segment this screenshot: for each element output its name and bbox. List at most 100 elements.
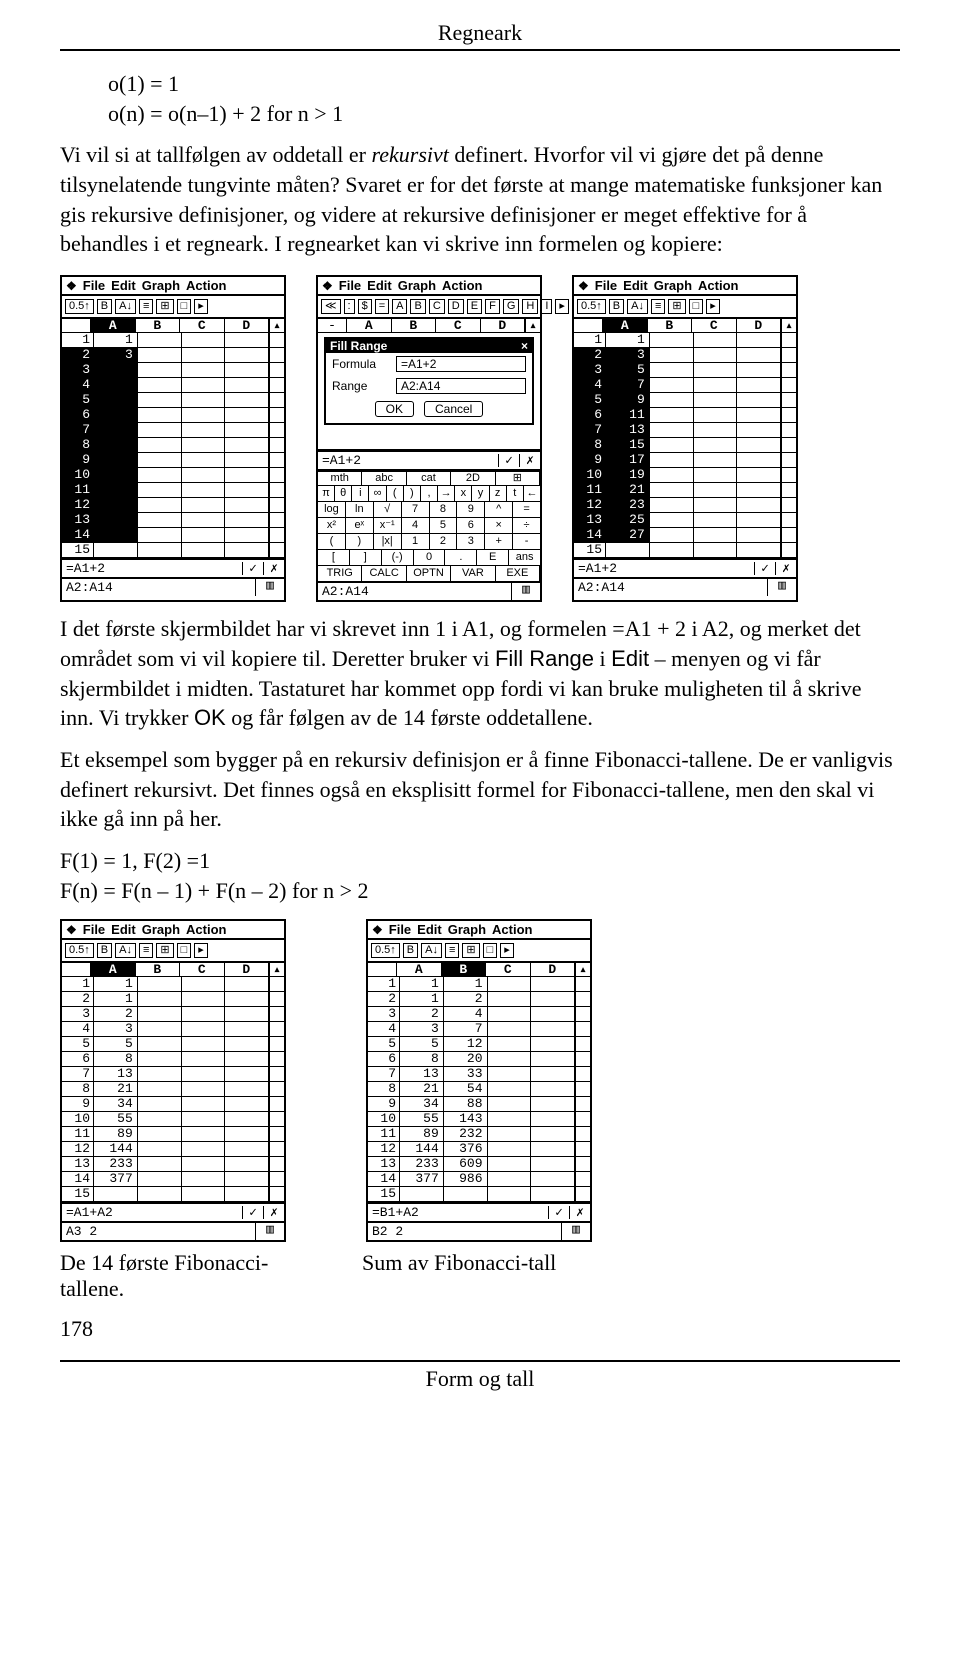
keypad-key[interactable]: θ [335, 486, 352, 501]
formula-cancel-icon[interactable]: ✗ [263, 562, 284, 575]
cell[interactable] [182, 543, 226, 557]
cell[interactable] [650, 438, 694, 452]
toolbar-button[interactable]: : [344, 299, 355, 314]
cell[interactable] [694, 468, 738, 482]
scroll-up-icon[interactable]: ▴ [269, 319, 284, 332]
cell[interactable] [694, 333, 738, 347]
scrollbar[interactable] [575, 1112, 590, 1126]
cell[interactable] [138, 977, 182, 991]
cell[interactable]: 21 [94, 1082, 138, 1096]
cell[interactable] [138, 483, 182, 497]
cell[interactable]: 4 [444, 1007, 488, 1021]
scroll-up-icon[interactable]: ▴ [269, 963, 284, 976]
keypad-key[interactable]: 4 [402, 518, 430, 533]
col-A[interactable]: A [347, 319, 392, 332]
col-A[interactable]: A [91, 963, 136, 976]
scrollbar[interactable] [269, 423, 284, 437]
keypad-key[interactable]: E [477, 550, 509, 565]
cell[interactable] [225, 513, 269, 527]
cell[interactable] [650, 498, 694, 512]
scrollbar[interactable] [269, 992, 284, 1006]
cell[interactable] [737, 528, 781, 542]
scrollbar[interactable] [575, 1067, 590, 1081]
col-A[interactable]: A [603, 319, 648, 332]
menu-edit[interactable]: Edit [623, 279, 648, 292]
keypad-key[interactable]: 2 [430, 534, 458, 549]
cell[interactable] [737, 453, 781, 467]
cell[interactable]: 3 [400, 1022, 444, 1036]
keypad-key[interactable]: 9 [457, 502, 485, 517]
cell[interactable] [94, 1187, 138, 1201]
cell[interactable] [488, 1007, 532, 1021]
scrollbar[interactable] [781, 468, 796, 482]
scrollbar[interactable] [269, 348, 284, 362]
cell[interactable] [531, 1022, 575, 1036]
cell[interactable]: 9 [606, 393, 650, 407]
scrollbar[interactable] [269, 1097, 284, 1111]
keypad-key[interactable]: 5 [430, 518, 458, 533]
keypad-key[interactable]: ( [387, 486, 404, 501]
cell[interactable] [531, 1142, 575, 1156]
keypad-key[interactable]: log [318, 502, 346, 517]
col-C[interactable]: C [180, 963, 225, 976]
keypad-key[interactable]: ) [404, 486, 421, 501]
keypad-key[interactable]: i [352, 486, 369, 501]
scrollbar[interactable] [781, 438, 796, 452]
cell[interactable] [737, 348, 781, 362]
cell[interactable]: 1 [94, 333, 138, 347]
cell[interactable] [225, 1112, 269, 1126]
cell[interactable] [694, 393, 738, 407]
cell[interactable]: 55 [400, 1112, 444, 1126]
cell[interactable]: 986 [444, 1172, 488, 1186]
scrollbar[interactable] [781, 363, 796, 377]
cell[interactable] [531, 1097, 575, 1111]
col-A[interactable]: A [91, 319, 136, 332]
menu-graph[interactable]: Graph [398, 279, 436, 292]
cell[interactable]: 3 [94, 348, 138, 362]
toolbar-button[interactable]: □ [177, 299, 192, 314]
edit-input[interactable]: =A1+2 [318, 452, 498, 469]
cell[interactable] [225, 1172, 269, 1186]
cell[interactable] [94, 438, 138, 452]
menu-action[interactable]: Action [186, 279, 226, 292]
cell[interactable] [488, 1187, 532, 1201]
cell[interactable] [400, 1187, 444, 1201]
cell[interactable]: 232 [444, 1127, 488, 1141]
toolbar-button[interactable]: □ [689, 299, 704, 314]
cell[interactable] [650, 453, 694, 467]
cell[interactable]: 21 [400, 1082, 444, 1096]
cell[interactable]: 233 [400, 1157, 444, 1171]
keypad-key[interactable]: ← [524, 486, 540, 501]
cell[interactable] [650, 378, 694, 392]
keypad-key[interactable]: → [438, 486, 455, 501]
cell[interactable]: 2 [94, 1007, 138, 1021]
col-D[interactable]: D [481, 319, 526, 332]
toolbar-button[interactable]: A↓ [421, 943, 442, 958]
toolbar-button[interactable]: I [541, 299, 552, 314]
scrollbar[interactable] [781, 378, 796, 392]
menu-chevron-icon[interactable]: ❖ [66, 924, 77, 936]
menu-action[interactable]: Action [186, 923, 226, 936]
cell[interactable] [138, 333, 182, 347]
scrollbar[interactable] [781, 393, 796, 407]
cell[interactable] [94, 468, 138, 482]
cell[interactable] [694, 378, 738, 392]
cell[interactable] [225, 1127, 269, 1141]
toolbar-button[interactable]: A↓ [115, 943, 136, 958]
cell[interactable] [531, 1112, 575, 1126]
formula-input[interactable]: =A1+A2 [62, 1204, 242, 1221]
cell[interactable]: 88 [444, 1097, 488, 1111]
cell[interactable]: 20 [444, 1052, 488, 1066]
cell[interactable] [225, 468, 269, 482]
keypad-key[interactable]: (-) [382, 550, 414, 565]
cell[interactable]: 33 [444, 1067, 488, 1081]
keypad-key[interactable]: π [318, 486, 335, 501]
cell[interactable] [531, 977, 575, 991]
keypad-key[interactable]: ^ [485, 502, 513, 517]
toolbar-button[interactable]: G [503, 299, 520, 314]
cell[interactable] [138, 363, 182, 377]
cell[interactable] [737, 393, 781, 407]
col-B[interactable]: B [648, 319, 693, 332]
toolbar-button[interactable]: E [467, 299, 482, 314]
cell[interactable] [138, 528, 182, 542]
